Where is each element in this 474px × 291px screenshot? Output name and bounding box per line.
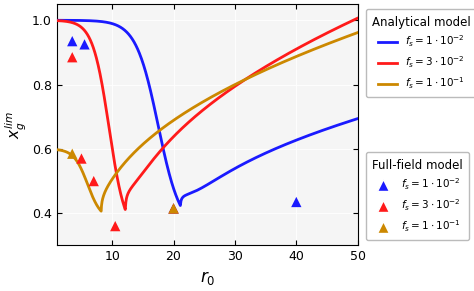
Point [78, 156, 85, 161]
Point [292, 200, 300, 204]
Point [68, 39, 76, 43]
Legend: $f_s = 1 \cdot 10^{-2}$, $f_s = 3 \cdot 10^{-2}$, $f_s = 1 \cdot 10^{-1}$: $f_s = 1 \cdot 10^{-2}$, $f_s = 3 \cdot … [366, 152, 469, 240]
Point [111, 224, 119, 228]
Point [170, 206, 177, 211]
Point [68, 55, 76, 60]
Point [170, 206, 177, 211]
Point [81, 42, 88, 47]
Point [90, 179, 98, 183]
Y-axis label: $x_g^{lim}$: $x_g^{lim}$ [4, 111, 29, 139]
Point [170, 206, 177, 211]
Point [68, 151, 76, 156]
X-axis label: $r_0$: $r_0$ [200, 269, 215, 287]
